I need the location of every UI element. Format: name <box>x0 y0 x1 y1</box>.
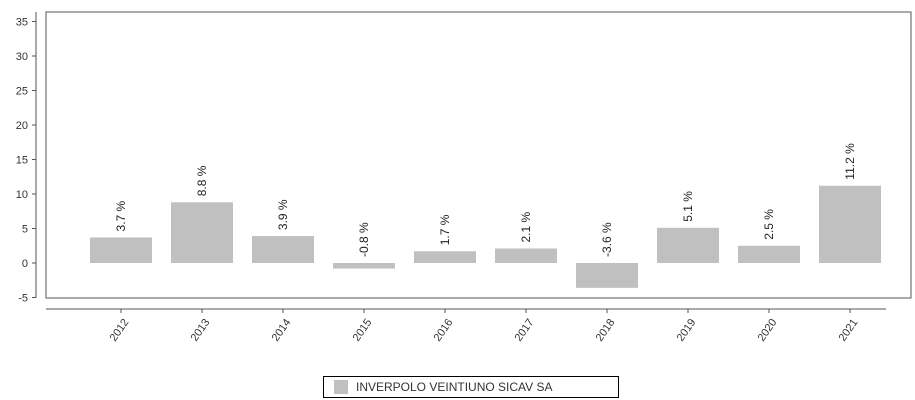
y-tick-label: 10 <box>16 189 28 201</box>
data-label-2016: 1.7 % <box>438 214 452 245</box>
x-tick-label-2012: 2012 <box>108 317 132 344</box>
x-tick-label-2016: 2016 <box>432 317 456 344</box>
y-tick-label: 0 <box>22 258 28 270</box>
y-tick-label: 25 <box>16 86 28 98</box>
y-tick-label: 35 <box>16 17 28 29</box>
data-label-2019: 5.1 % <box>681 191 695 222</box>
bar-2020 <box>738 245 800 263</box>
x-axis: 2012 2013 2014 2015 2016 2017 2018 2019 2020 2021 <box>46 308 886 344</box>
plot-frame <box>45 11 912 299</box>
x-tick-label-2021: 2021 <box>837 317 861 344</box>
y-tick-label: 5 <box>22 224 28 236</box>
data-label-2012: 3.7 % <box>114 200 128 231</box>
x-tick-label-2019: 2019 <box>675 317 699 344</box>
y-tick-label: -5 <box>18 293 28 305</box>
bar-2018 <box>576 263 638 288</box>
data-label-2015: -0.8 % <box>357 222 371 257</box>
x-tick-label-2013: 2013 <box>189 317 213 344</box>
data-label-2014: 3.9 % <box>276 199 290 230</box>
data-labels-group: 3.7 % 8.8 % 3.9 % -0.8 % 1.7 % 2.1 % -3.6 % 5.1… <box>114 143 857 257</box>
bar-2021 <box>819 185 881 263</box>
y-axis: 35 30 25 20 15 10 5 0 -5 <box>16 12 37 305</box>
x-tick-label-2018: 2018 <box>594 317 618 344</box>
bar-2016 <box>414 251 476 263</box>
y-tick-label: 20 <box>16 120 28 132</box>
bar-2015 <box>333 263 395 269</box>
bar-2014 <box>252 236 314 263</box>
data-label-2018: -3.6 % <box>600 222 614 257</box>
x-tick-label-2015: 2015 <box>351 317 375 344</box>
legend: INVERPOLO VEINTIUNO SICAV SA <box>323 376 619 398</box>
data-label-2017: 2.1 % <box>519 211 533 242</box>
x-tick-label-2017: 2017 <box>513 317 537 344</box>
bar-2019 <box>657 227 719 263</box>
data-label-2020: 2.5 % <box>762 209 776 240</box>
bar-2012 <box>90 237 152 263</box>
y-tick-label: 30 <box>16 51 28 63</box>
data-label-2013: 8.8 % <box>195 165 209 196</box>
bars-group <box>90 185 881 288</box>
x-tick-label-2014: 2014 <box>270 317 294 344</box>
legend-label: INVERPOLO VEINTIUNO SICAV SA <box>356 380 553 394</box>
legend-swatch <box>334 380 348 394</box>
bar-2017 <box>495 248 557 263</box>
x-tick-label-2020: 2020 <box>756 317 780 344</box>
bar-2013 <box>171 202 233 263</box>
data-label-2021: 11.2 % <box>843 143 857 180</box>
y-tick-label: 15 <box>16 155 28 167</box>
